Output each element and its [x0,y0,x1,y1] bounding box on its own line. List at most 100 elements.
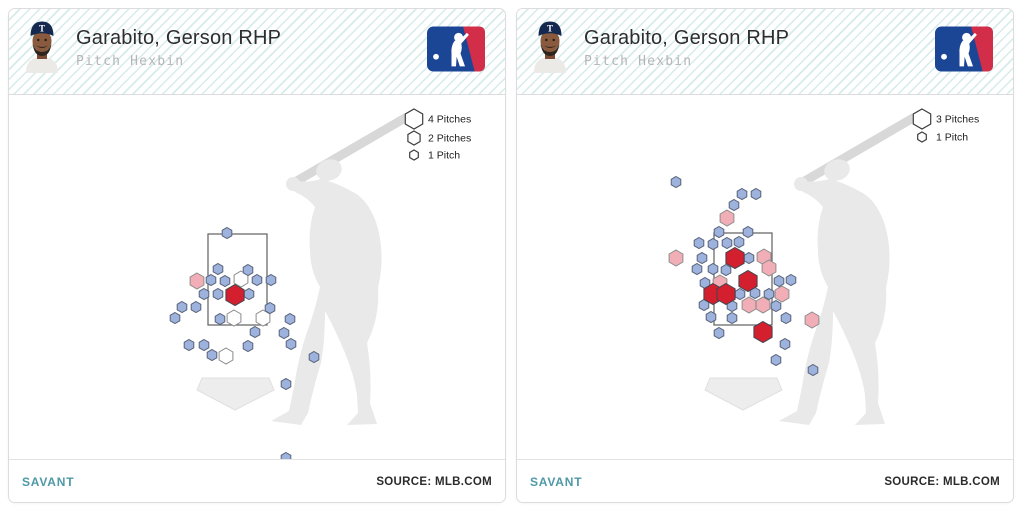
legend-hex-icon [404,108,424,130]
pitch-hexbin [221,226,233,240]
hexbin-chart-area: 3 Pitches 1 Pitch [517,95,1013,459]
pitch-hexbin [734,287,746,301]
legend-hex-icon [917,131,927,143]
pitch-hexbin [743,251,755,265]
pitch-hexbin [190,300,202,314]
player-name: Garabito, Gerson RHP [76,27,282,49]
pitch-hexbin [693,236,705,250]
pitch-hexbin [728,198,740,212]
pitch-hexbin [189,272,205,290]
svg-text:T: T [547,24,553,34]
pitch-hexbin [206,348,218,362]
pitch-hexbin [770,299,782,313]
batter-hands [794,177,808,191]
pitch-card-1: T Garabito, Gerson RHP Pitch Hexbin 4 Pi… [8,8,506,503]
pitch-hexbin [785,273,797,287]
pitch-hexbin [770,353,782,367]
pitch-hexbin [755,296,771,314]
pitch-hexbin [218,347,234,365]
pitch-hexbin [670,175,682,189]
batter-hands [286,177,300,191]
legend-hex-icon [409,149,419,161]
legend-label: 1 Pitch [428,150,460,162]
pitch-hexbin [807,363,819,377]
pitch-hexbin [742,225,754,239]
batter-body [779,179,890,425]
legend-label: 3 Pitches [936,114,979,126]
pitch-hexbin [721,236,733,250]
pitch-hexbin [198,287,210,301]
legend: 4 Pitches 2 Pitches 1 Pitch [404,108,471,162]
pitch-hexbin [212,287,224,301]
batter-silhouette-icon [779,113,918,425]
batter-body [271,179,382,425]
pitch-hexbin [169,311,181,325]
pitch-hexbin [219,274,231,288]
legend-hex-icon [912,108,932,130]
bat-icon [290,113,410,187]
pitch-hexbin [225,283,245,307]
card-footer: SAVANT SOURCE: MLB.COM [517,459,1013,502]
hexbin-chart: 4 Pitches 2 Pitches 1 Pitch [169,108,471,465]
mlb-logo-icon [935,26,993,72]
source-credit: SOURCE: MLB.COM [376,475,492,488]
pitch-hexbin [696,251,708,265]
pitch-hexbin [278,326,290,340]
pitch-hexbin [242,339,254,353]
savant-brand: SAVANT [530,474,583,489]
pitch-hexbin [280,377,292,391]
pitch-hexbin [719,209,735,227]
pitch-hexbin [774,285,790,303]
player-avatar: T [534,21,566,73]
pitch-hexbin [726,311,738,325]
pitch-card-2: T Garabito, Gerson RHP Pitch Hexbin 3 Pi… [516,8,1014,503]
pitch-hexbin [736,187,748,201]
pitch-hexbin [212,262,224,276]
card-header: T Garabito, Gerson RHP Pitch Hexbin [9,9,505,95]
pitch-hexbin [738,269,758,293]
pitch-hexbin [763,287,775,301]
card-subtitle: Pitch Hexbin [584,54,693,69]
pitch-hexbin [285,337,297,351]
pitch-hexbin [243,287,255,301]
pitch-hexbin [780,311,792,325]
pitch-hexbin [242,263,254,277]
pitch-hexbin [707,237,719,251]
pitch-hexbin [264,301,276,315]
legend: 3 Pitches 1 Pitch [912,108,979,144]
batter-head [824,159,850,181]
pitch-hexbin [251,273,263,287]
pitch-hexbin [720,263,732,277]
pitch-hexbin [183,338,195,352]
player-name: Garabito, Gerson RHP [584,27,790,49]
title-block: Garabito, Gerson RHP Pitch Hexbin [584,27,790,70]
pitch-hexbin [716,282,736,306]
pitch-hexbin [284,312,296,326]
home-plate [196,377,275,411]
pitch-hexbin [205,273,217,287]
title-block: Garabito, Gerson RHP Pitch Hexbin [76,27,282,70]
pitch-hexbin [176,300,188,314]
legend-hex-icon [407,130,421,146]
pitch-hexbin [725,246,745,270]
pitch-hexbin [691,262,703,276]
home-plate [704,377,783,411]
pitch-hexbin [705,310,717,324]
player-avatar: T [26,21,58,73]
pitch-hexbin [713,326,725,340]
pitch-hexbin [779,337,791,351]
pitch-hexbin [198,338,210,352]
mlb-logo-icon [427,26,485,72]
pitch-hexbin [226,309,242,327]
bat-icon [798,113,918,187]
card-header: T Garabito, Gerson RHP Pitch Hexbin [517,9,1013,95]
pitch-hexbin [804,311,820,329]
card-subtitle: Pitch Hexbin [76,54,185,69]
pitch-hexbin [761,259,777,277]
pitch-hexbin [741,296,757,314]
pitch-hexbin [707,262,719,276]
pitch-hexbin [265,273,277,287]
pitch-hexbin [773,274,785,288]
pitch-hexbin [214,312,226,326]
